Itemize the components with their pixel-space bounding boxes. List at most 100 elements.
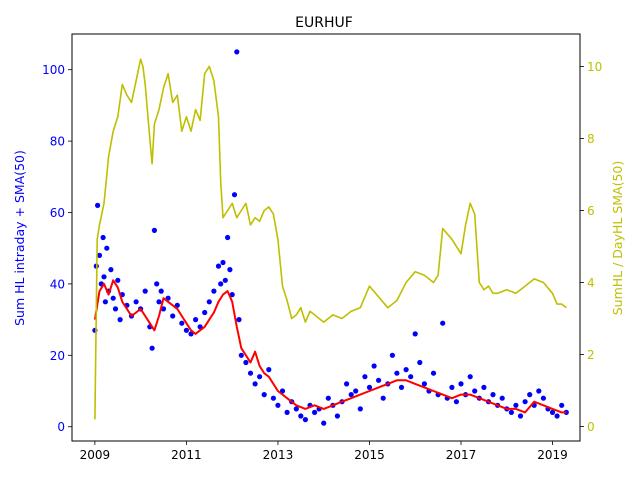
scatter-point	[389, 352, 395, 358]
scatter-point	[270, 395, 276, 401]
scatter-point	[133, 299, 139, 305]
scatter-point	[183, 327, 189, 333]
scatter-point	[96, 252, 103, 258]
scatter-point	[353, 388, 359, 394]
scatter-point	[275, 402, 281, 408]
scatter-point	[394, 370, 400, 376]
y-left-tick-label: 40	[50, 277, 65, 291]
scatter-point	[293, 406, 299, 412]
scatter-point	[298, 413, 304, 419]
scatter-point	[247, 370, 254, 376]
scatter-point	[430, 370, 437, 376]
scatter-point	[156, 299, 162, 305]
scatter-point	[499, 395, 505, 401]
scatter-point	[522, 399, 528, 405]
scatter-point	[348, 392, 354, 398]
scatter-point	[376, 377, 382, 383]
scatter-point	[115, 277, 121, 283]
scatter-point	[102, 299, 108, 305]
scatter-point	[220, 259, 226, 266]
y-left-tick-label: 80	[50, 135, 65, 149]
scatter-point	[279, 388, 286, 394]
scatter-point	[527, 392, 533, 398]
scatter-point	[179, 320, 185, 326]
scatter-point	[302, 417, 308, 423]
scatter-point	[215, 263, 222, 269]
x-tick-label: 2019	[537, 448, 568, 462]
scatter-point	[193, 317, 199, 323]
y-right-tick-label: 10	[587, 60, 602, 74]
scatter-point	[151, 227, 157, 233]
scatter-point	[236, 317, 242, 323]
x-axis: 2009 2011 2013 2015 2017 2019	[80, 441, 568, 462]
scatter-point	[362, 374, 368, 380]
scatter-point	[229, 292, 235, 298]
scatter-point	[117, 317, 123, 323]
scatter-point	[154, 281, 160, 287]
plot-frame	[71, 33, 581, 442]
y-axis-left-label: Sum HL intraday + SMA(50)	[12, 150, 27, 326]
scatter-point	[225, 234, 231, 241]
y-right-tick-label: 8	[587, 132, 595, 146]
y-right-tick-label: 0	[587, 420, 595, 434]
scatter-point	[227, 267, 233, 273]
scatter-point	[449, 384, 455, 390]
scatter-point	[366, 384, 373, 390]
scatter-point	[440, 320, 446, 326]
y-axis-left: 0 20 40 60 80 100	[42, 63, 72, 434]
scatter-point	[344, 381, 350, 387]
scatter-point	[421, 381, 427, 387]
scatter-point	[202, 309, 208, 316]
scatter-point	[174, 302, 180, 308]
y-right-tick-label: 2	[587, 348, 595, 362]
scatter-point	[218, 281, 224, 287]
scatter-point	[104, 245, 110, 251]
scatter-point	[211, 288, 217, 294]
scatter-point	[513, 402, 519, 408]
scatter-point	[101, 274, 107, 280]
y-left-tick-label: 0	[57, 420, 65, 434]
scatter-point	[243, 359, 249, 366]
y-left-tick-label: 20	[50, 349, 65, 363]
scatter-point	[490, 392, 496, 398]
scatter-point	[508, 409, 514, 415]
scatter-point	[165, 295, 171, 301]
scatter-point	[517, 413, 524, 419]
ratio-line	[94, 58, 567, 420]
y-right-tick-label: 4	[587, 276, 595, 290]
y-right-tick-label: 6	[587, 204, 595, 218]
scatter-point	[357, 406, 363, 412]
scatter-point	[467, 374, 473, 380]
scatter-point	[481, 384, 487, 390]
scatter-point	[554, 413, 560, 419]
scatter-point	[238, 352, 244, 358]
scatter-point	[234, 49, 240, 55]
scatter-point	[142, 288, 148, 294]
scatter-point	[417, 359, 423, 366]
sma-line	[93, 279, 567, 414]
scatter-point	[540, 395, 547, 401]
x-tick-label: 2011	[171, 448, 202, 462]
scatter-point	[160, 306, 167, 312]
scatter-point	[371, 363, 377, 369]
scatter-point	[266, 367, 272, 373]
scatter-point	[403, 367, 409, 373]
scatter-point	[170, 313, 176, 319]
scatter-point	[334, 413, 340, 419]
x-tick-label: 2013	[263, 448, 294, 462]
scatter-point	[408, 374, 414, 380]
scatter-point	[95, 202, 101, 208]
scatter-point	[112, 306, 119, 312]
scatter-point	[549, 409, 556, 415]
scatter-point	[398, 384, 405, 390]
y-left-tick-label: 60	[50, 206, 65, 220]
scatter-point	[257, 374, 263, 380]
scatter-point	[222, 277, 228, 283]
scatter-point	[458, 381, 464, 387]
scatter-point	[312, 409, 318, 415]
scatter-point	[536, 388, 542, 394]
scatter-point	[158, 288, 164, 294]
chart-title: EURHUF	[295, 15, 353, 31]
